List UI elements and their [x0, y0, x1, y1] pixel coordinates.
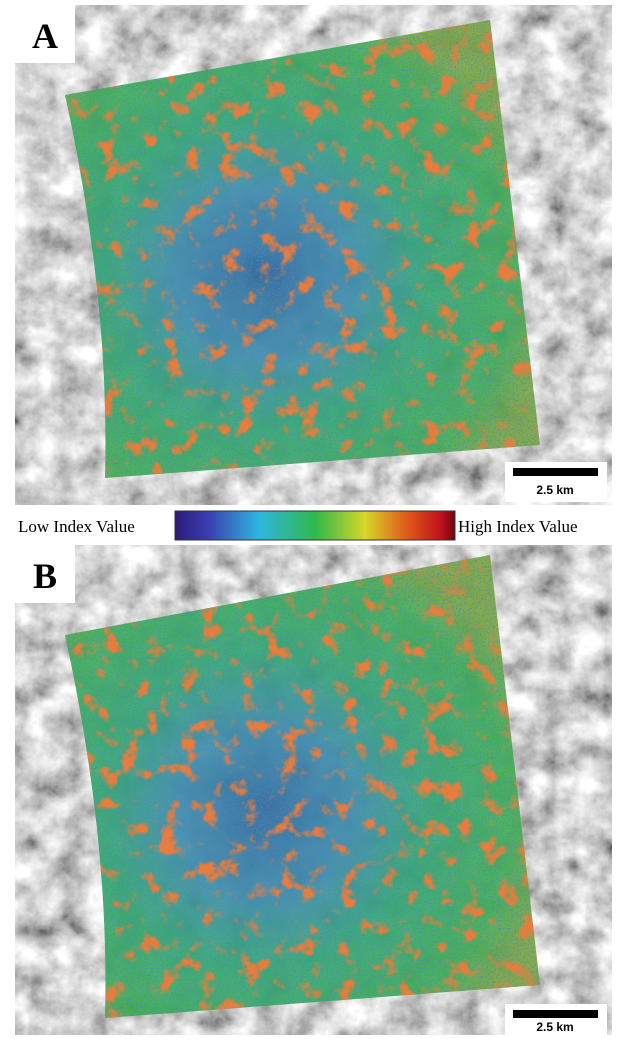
high-label: High Index Value [458, 517, 578, 536]
scale-bar [513, 468, 598, 476]
colorbar: Low Index Value High Index Value [18, 511, 578, 540]
index-overlay [60, 15, 545, 485]
figure: A 2.5 km Low Index Value High Index Valu… [0, 0, 618, 1039]
panel-label: A [32, 16, 58, 56]
panel-a: A 2.5 km [15, 5, 612, 505]
color-ramp [175, 511, 455, 540]
low-label: Low Index Value [18, 517, 135, 536]
panel-label: B [33, 556, 57, 596]
scale-label: 2.5 km [536, 1020, 573, 1034]
page: A 2.5 km Low Index Value High Index Valu… [0, 0, 618, 1039]
panel-b: B 2.5 km [15, 545, 612, 1037]
scale-label: 2.5 km [536, 483, 573, 497]
scale-bar [513, 1010, 598, 1018]
